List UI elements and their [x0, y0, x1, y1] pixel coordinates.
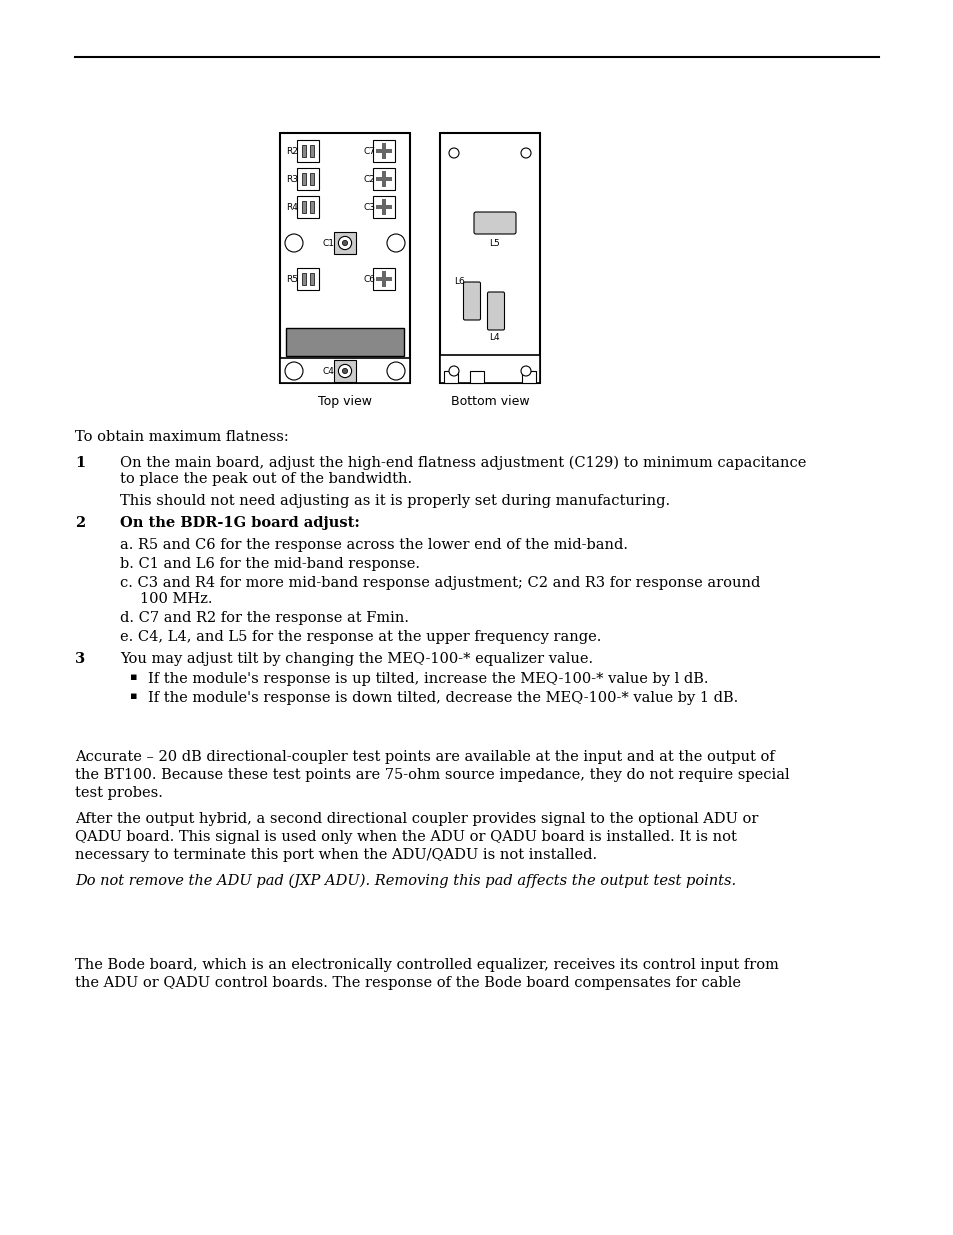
Text: After the output hybrid, a second directional coupler provides signal to the opt: After the output hybrid, a second direct…: [75, 811, 758, 826]
Text: the ADU or QADU control boards. The response of the Bode board compensates for c: the ADU or QADU control boards. The resp…: [75, 976, 740, 990]
Circle shape: [520, 366, 531, 375]
Bar: [375, 149, 392, 153]
Bar: [381, 199, 386, 215]
Text: To obtain maximum flatness:: To obtain maximum flatness:: [75, 430, 289, 445]
Circle shape: [520, 148, 531, 158]
Text: test probes.: test probes.: [75, 785, 163, 800]
Bar: [443, 370, 457, 383]
Bar: [381, 172, 386, 186]
Text: a. R5 and C6 for the response across the lower end of the mid-band.: a. R5 and C6 for the response across the…: [120, 538, 627, 552]
Text: C1: C1: [323, 238, 335, 247]
Bar: [302, 173, 306, 185]
Bar: [280, 358, 410, 383]
Circle shape: [338, 236, 352, 249]
Text: necessary to terminate this port when the ADU/QADU is not installed.: necessary to terminate this port when th…: [75, 848, 597, 862]
Text: C4: C4: [323, 367, 335, 375]
Text: Accurate – 20 dB directional-coupler test points are available at the input and : Accurate – 20 dB directional-coupler tes…: [75, 750, 774, 764]
Bar: [296, 168, 318, 190]
Text: 100 MHz.: 100 MHz.: [140, 592, 213, 606]
Bar: [521, 370, 536, 383]
Bar: [373, 268, 395, 290]
Bar: [302, 273, 306, 285]
Bar: [373, 168, 395, 190]
Bar: [375, 205, 392, 209]
Bar: [310, 201, 314, 214]
Bar: [296, 196, 318, 219]
Text: d. C7 and R2 for the response at Fmin.: d. C7 and R2 for the response at Fmin.: [120, 611, 409, 625]
Bar: [334, 359, 355, 382]
Bar: [296, 140, 318, 162]
Text: R5: R5: [286, 274, 297, 284]
Bar: [439, 354, 539, 383]
Circle shape: [387, 233, 405, 252]
Text: 2: 2: [75, 516, 85, 530]
Circle shape: [449, 366, 458, 375]
Text: 3: 3: [75, 652, 85, 666]
Bar: [470, 370, 483, 383]
Text: Do not remove the ADU pad (JXP ADU). Removing this pad affects the output test p: Do not remove the ADU pad (JXP ADU). Rem…: [75, 874, 736, 888]
Bar: [381, 272, 386, 287]
Text: On the BDR-1G board adjust:: On the BDR-1G board adjust:: [120, 516, 359, 530]
Text: to place the peak out of the bandwidth.: to place the peak out of the bandwidth.: [120, 472, 412, 487]
Circle shape: [285, 233, 303, 252]
Bar: [439, 133, 539, 383]
Circle shape: [285, 362, 303, 380]
Text: Top view: Top view: [317, 395, 372, 408]
Bar: [302, 144, 306, 157]
Text: The Bode board, which is an electronically controlled equalizer, receives its co: The Bode board, which is an electronical…: [75, 958, 778, 972]
Text: the BT100. Because these test points are 75-ohm source impedance, they do not re: the BT100. Because these test points are…: [75, 768, 789, 782]
Text: You may adjust tilt by changing the MEQ-100-* equalizer value.: You may adjust tilt by changing the MEQ-…: [120, 652, 593, 666]
Bar: [375, 277, 392, 282]
FancyBboxPatch shape: [474, 212, 516, 233]
FancyBboxPatch shape: [487, 291, 504, 330]
Bar: [296, 268, 318, 290]
Text: L6: L6: [454, 277, 464, 285]
Text: On the main board, adjust the high-end flatness adjustment (C129) to minimum cap: On the main board, adjust the high-end f…: [120, 456, 805, 471]
Text: e. C4, L4, and L5 for the response at the upper frequency range.: e. C4, L4, and L5 for the response at th…: [120, 630, 600, 643]
Bar: [310, 144, 314, 157]
Circle shape: [342, 241, 347, 246]
Bar: [334, 232, 355, 254]
Bar: [280, 133, 410, 383]
Text: ▪: ▪: [130, 692, 137, 701]
Text: R2: R2: [286, 147, 297, 156]
Text: C6: C6: [364, 274, 375, 284]
Text: C7: C7: [364, 147, 375, 156]
Text: b. C1 and L6 for the mid-band response.: b. C1 and L6 for the mid-band response.: [120, 557, 419, 571]
Circle shape: [338, 364, 352, 378]
FancyBboxPatch shape: [463, 282, 480, 320]
Bar: [375, 177, 392, 182]
Circle shape: [342, 368, 347, 374]
Bar: [373, 140, 395, 162]
Text: C2: C2: [364, 174, 375, 184]
Text: If the module's response is up tilted, increase the MEQ-100-* value by l dB.: If the module's response is up tilted, i…: [148, 672, 708, 685]
Text: ▪: ▪: [130, 672, 137, 682]
Text: R4: R4: [286, 203, 297, 211]
Bar: [310, 273, 314, 285]
Bar: [373, 196, 395, 219]
Circle shape: [449, 148, 458, 158]
Bar: [286, 329, 403, 356]
Text: This should not need adjusting as it is properly set during manufacturing.: This should not need adjusting as it is …: [120, 494, 669, 508]
Text: c. C3 and R4 for more mid-band response adjustment; C2 and R3 for response aroun: c. C3 and R4 for more mid-band response …: [120, 576, 760, 590]
Text: QADU board. This signal is used only when the ADU or QADU board is installed. It: QADU board. This signal is used only whe…: [75, 830, 736, 844]
Text: L4: L4: [488, 333, 498, 342]
Text: L5: L5: [489, 240, 500, 248]
Circle shape: [387, 362, 405, 380]
Bar: [302, 201, 306, 214]
Text: If the module's response is down tilted, decrease the MEQ-100-* value by 1 dB.: If the module's response is down tilted,…: [148, 692, 738, 705]
Bar: [381, 143, 386, 159]
Text: 1: 1: [75, 456, 85, 471]
Text: C3: C3: [364, 203, 375, 211]
Text: Bottom view: Bottom view: [450, 395, 529, 408]
Text: R3: R3: [286, 174, 297, 184]
Bar: [310, 173, 314, 185]
